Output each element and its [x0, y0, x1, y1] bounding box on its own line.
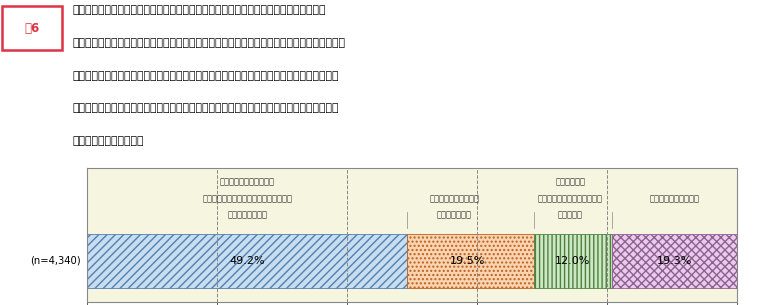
Bar — [534, 234, 612, 288]
Text: 所属府省等の通報窓口: 所属府省等の通報窓口 — [429, 195, 480, 204]
Bar — [407, 234, 534, 288]
Text: 倫理審査会の: 倫理審査会の — [556, 178, 585, 187]
Text: 19.3%: 19.3% — [657, 256, 692, 266]
FancyBboxPatch shape — [2, 6, 62, 50]
Text: 所属府省等の通報窓口と: 所属府省等の通報窓口と — [220, 178, 275, 187]
Text: 倫理法・倫理規程に関する通報窓口には、各府省等のもの（他の通報制度と一体となっ: 倫理法・倫理規程に関する通報窓口には、各府省等のもの（他の通報制度と一体となっ — [72, 5, 326, 15]
Text: してお答えください。）: してお答えください。） — [72, 136, 144, 146]
Text: 49.2%: 49.2% — [230, 256, 265, 266]
Bar — [612, 234, 737, 288]
Text: 両方を知っていた: 両方を知っていた — [227, 210, 268, 219]
Text: 12.0%: 12.0% — [555, 256, 591, 266]
Text: 知っていた: 知っていた — [558, 210, 583, 219]
Text: 知らなくとも、通報窓口が設けられていることだけでも知っていれば「知っていた」ものと: 知らなくとも、通報窓口が設けられていることだけでも知っていれば「知っていた」もの… — [72, 103, 339, 113]
Text: ているものを含みます。）と倫理審査会のもの（公務員倫理ホットライン）とがありますが、: ているものを含みます。）と倫理審査会のもの（公務員倫理ホットライン）とがあります… — [72, 38, 345, 48]
Text: 図6: 図6 — [24, 22, 40, 35]
Text: のみ知っていた: のみ知っていた — [437, 210, 472, 219]
Text: どちらも知らなかった: どちらも知らなかった — [650, 195, 699, 204]
Text: 19.5%: 19.5% — [449, 256, 485, 266]
Text: 倫理審査会の公務員倫理ホットラインの: 倫理審査会の公務員倫理ホットラインの — [202, 195, 293, 204]
Text: 公務員倫理ホットラインのみ: 公務員倫理ホットラインのみ — [538, 195, 603, 204]
Text: このアンケートが届く前にこれらが設けられていることを御存知でしたか。（電話番号まで: このアンケートが届く前にこれらが設けられていることを御存知でしたか。（電話番号ま… — [72, 71, 339, 81]
Bar — [87, 234, 407, 288]
Text: (n=4,340): (n=4,340) — [30, 256, 81, 266]
